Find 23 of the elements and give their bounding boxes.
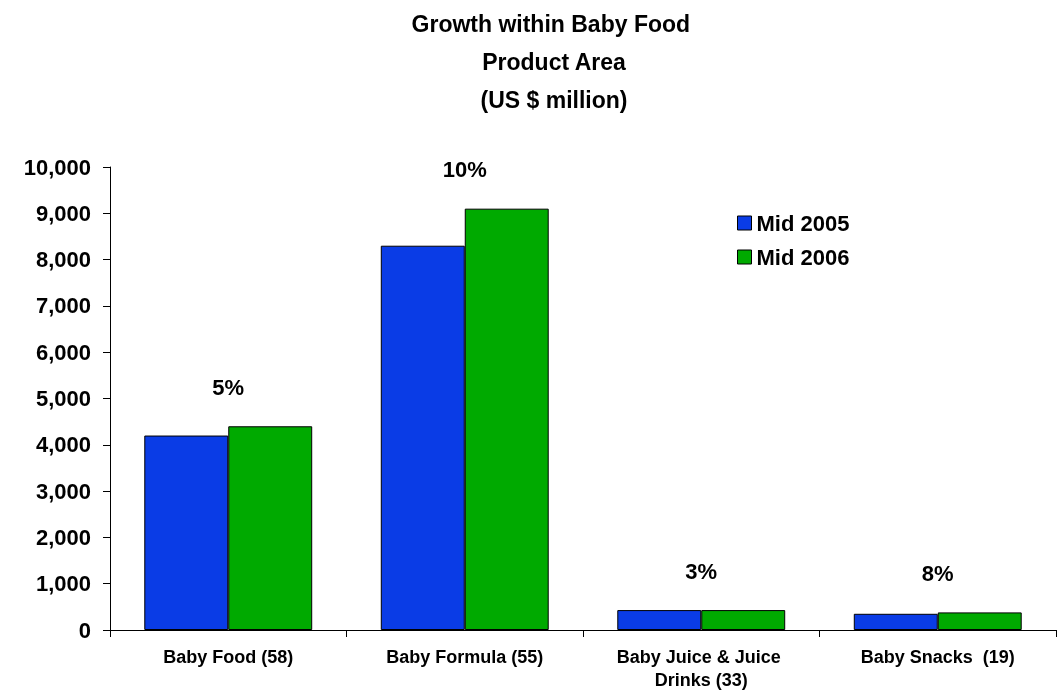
- x-tick-label: Baby Snacks (19): [860, 646, 1015, 667]
- annotation: 3%: [685, 558, 718, 584]
- y-tick-label: 2,000: [35, 524, 91, 550]
- annotation: 5%: [212, 374, 245, 400]
- y-tick-label: 4,000: [35, 432, 91, 458]
- y-tick-label: 7,000: [35, 293, 91, 319]
- chart-title: Growth within Baby Food Product Area: [411, 11, 697, 75]
- y-tick-label: 9,000: [35, 200, 91, 226]
- y-tick-label: 6,000: [35, 339, 91, 365]
- y-tick-label: 5,000: [35, 386, 91, 411]
- y-tick-label: 0: [78, 617, 91, 643]
- x-tick-label: Baby Formula (55): [386, 646, 544, 667]
- y-tick-label: 10,000: [23, 154, 91, 180]
- annotation: 10%: [442, 157, 487, 183]
- legend-label: Mid 2005: [756, 210, 850, 236]
- y-tick-label: 8,000: [35, 247, 91, 273]
- annotation: 8%: [921, 560, 954, 586]
- x-tick-label: Baby Food (58): [163, 646, 294, 667]
- y-tick-label: 1,000: [35, 571, 91, 597]
- y-tick-label: 3,000: [35, 478, 91, 504]
- x-tick-label: Baby Juice & Juice Drinks (33): [616, 646, 786, 690]
- legend-label: Mid 2006: [756, 244, 850, 270]
- chart-subtitle: (US $ million): [480, 87, 628, 113]
